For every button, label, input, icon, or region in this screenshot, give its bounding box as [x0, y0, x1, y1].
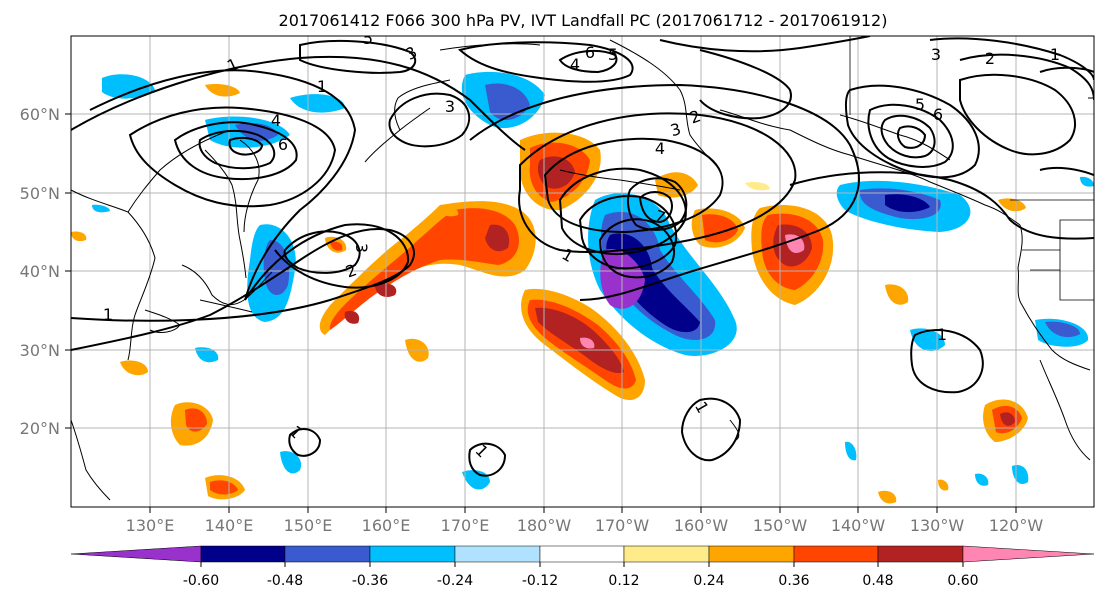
colorbar-segments [70, 545, 1095, 563]
colorbar-tick-label: -0.48 [267, 573, 303, 589]
lon-axis: 130°E 140°E 150°E 160°E 170°E 180°W 170°… [126, 507, 1044, 535]
lat-axis: 60°N 50°N 40°N 30°N 20°N [20, 105, 71, 438]
contour-label: 4 [271, 111, 281, 130]
political-boundaries [849, 36, 1094, 301]
lon-tick-label: 160°W [674, 516, 729, 535]
contour-label: 1 [103, 305, 113, 324]
negative-anomaly-shading [92, 71, 1094, 490]
colorbar-segment [200, 545, 286, 563]
colorbar-segment [793, 545, 879, 563]
figure-title: 2017061412 F066 300 hPa PV, IVT Landfall… [279, 11, 888, 30]
lon-tick-label: 130°E [126, 516, 175, 535]
contour-label: 6 [933, 105, 943, 124]
contour-label: 3 [445, 97, 455, 116]
colorbar-segment [877, 545, 964, 563]
lon-tick-label: 140°W [831, 516, 886, 535]
map-panel: 1 1 1 1 2 2 2 3 3 3 3 4 4 4 5 5 5 6 6 6 … [71, 29, 1094, 507]
contour-label: 3 [352, 243, 371, 253]
colorbar-tick-label: 0.60 [947, 573, 978, 589]
lon-tick-label: 130°W [910, 516, 965, 535]
colorbar-tick-label: 0.12 [608, 573, 639, 589]
contour-label: 5 [363, 29, 373, 48]
lat-tick-label: 40°N [20, 262, 60, 281]
colorbar-segment [962, 545, 1095, 563]
colorbar-tick-label: -0.36 [352, 573, 388, 589]
colorbar-tick-label: -0.60 [183, 573, 219, 589]
contour-label: 3 [668, 119, 683, 140]
lat-tick-label: 20°N [20, 419, 60, 438]
colorbar-segment [708, 545, 795, 563]
lon-tick-label: 150°E [284, 516, 333, 535]
colorbar-segment [454, 545, 541, 563]
colorbar-segment [70, 545, 202, 563]
lon-tick-label: 180°W [517, 516, 572, 535]
colorbar-tick-label: 0.36 [778, 573, 809, 589]
lat-tick-label: 30°N [20, 341, 60, 360]
colorbar: -0.60 -0.48 -0.36 -0.24 -0.12 0.12 0.24 … [70, 545, 1095, 589]
lon-tick-label: 160°E [362, 516, 411, 535]
contour-label: 4 [570, 55, 580, 74]
colorbar-segment [284, 545, 371, 563]
contour-label: 6 [278, 135, 288, 154]
contour-label: 5 [608, 45, 618, 64]
contour-label: 1 [937, 325, 947, 344]
colorbar-tick-label: 0.48 [862, 573, 893, 589]
lon-tick-label: 170°W [595, 516, 650, 535]
lon-tick-label: 120°W [989, 516, 1044, 535]
lon-tick-label: 140°E [205, 516, 254, 535]
pv-contours [71, 36, 1094, 477]
contour-label: 2 [985, 49, 995, 68]
colorbar-tick-label: -0.24 [437, 573, 473, 589]
lon-tick-label: 150°W [753, 516, 808, 535]
contour-label: 3 [931, 45, 941, 64]
colorbar-segment [369, 545, 456, 563]
contour-label: 5 [915, 95, 925, 114]
contour-label: 1 [1050, 45, 1060, 64]
contour-label: 4 [655, 139, 665, 158]
contour-label: 6 [585, 43, 595, 62]
lat-tick-label: 50°N [20, 184, 60, 203]
colorbar-tick-label: -0.12 [522, 573, 558, 589]
lat-tick-label: 60°N [20, 105, 60, 124]
colorbar-segment [539, 545, 625, 563]
colorbar-segment [623, 545, 710, 563]
colorbar-tick-label: 0.24 [693, 573, 724, 589]
colorbar-ticks [200, 562, 964, 567]
positive-anomaly-shading [71, 83, 1028, 504]
contour-label: 1 [317, 77, 327, 96]
lon-tick-label: 170°E [441, 516, 490, 535]
